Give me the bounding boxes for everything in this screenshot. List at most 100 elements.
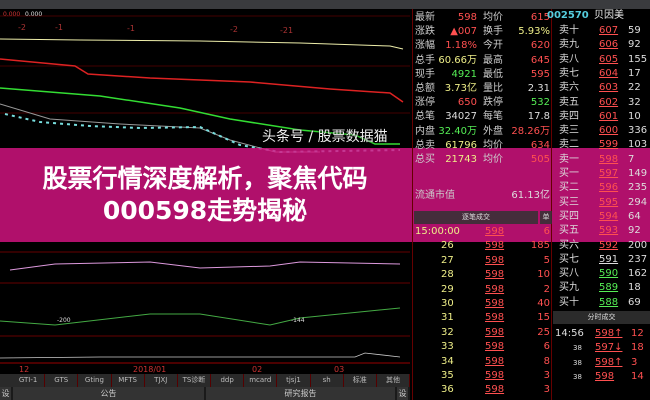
indicator-tab[interactable]: ddp — [211, 374, 245, 387]
book-price: 596 — [599, 182, 619, 194]
tick-row: 34 598 8 — [413, 355, 553, 369]
quote-label: 最高 — [483, 54, 503, 66]
indicator-tab[interactable]: 其他 — [377, 374, 411, 387]
tick-row: 28 598 10 — [413, 268, 553, 282]
settings-right-button[interactable]: 设 — [397, 387, 409, 400]
quote-value: 505 — [530, 154, 550, 165]
quote-label: 换手 — [483, 26, 503, 38]
order-book-row: 卖四 601 10 — [553, 110, 650, 124]
order-book-row: 买六 592 200 — [553, 239, 650, 253]
order-book-row: 卖八 605 155 — [553, 53, 650, 67]
book-price: 607 — [599, 25, 619, 36]
book-price: 595 — [599, 196, 619, 208]
indicator-tab[interactable]: MFTS — [112, 374, 145, 387]
quote-value: 634 — [530, 139, 550, 151]
tick-row: 35 598 3 — [413, 369, 553, 383]
minute-volume: 3 — [631, 356, 638, 368]
title-overlay — [0, 148, 650, 242]
book-level: 买一 — [559, 168, 579, 179]
order-book-row: 买三 595 294 — [553, 196, 650, 210]
tick-time: 15:00:00 — [415, 226, 460, 237]
tick-row: 15:00:00 598 6 — [413, 225, 553, 239]
tick-volume: 6 — [543, 226, 550, 237]
indicator-tab[interactable]: TS诊断 — [178, 374, 212, 387]
book-level: 买十 — [559, 296, 579, 308]
indicator-tab[interactable]: tjsj1 — [277, 374, 311, 387]
book-level: 卖三 — [559, 125, 579, 137]
quote-row: 现手 4921 最低 595 — [413, 68, 553, 82]
quote-value: 61796 — [445, 139, 477, 151]
top-bar — [0, 0, 650, 9]
book-level: 卖十 — [559, 25, 579, 36]
book-level: 卖五 — [559, 96, 579, 108]
minute-price: 598 — [595, 370, 615, 382]
announcement-tab[interactable]: 公告 — [12, 387, 204, 400]
book-price: 591 — [599, 253, 619, 265]
tick-volume: 8 — [543, 355, 550, 367]
book-volume: 10 — [628, 110, 641, 122]
quote-label: 跌停 — [483, 97, 503, 109]
book-volume: 59 — [628, 25, 641, 36]
tick-volume: 3 — [543, 384, 550, 396]
quote-row: 内盘 32.40万 外盘 28.26万 — [413, 125, 553, 139]
tick-time: 33 — [441, 341, 454, 353]
minute-trade-row: 38 598 14 — [553, 370, 650, 384]
order-book-row: 卖五 602 32 — [553, 96, 650, 110]
book-level: 卖一 — [559, 153, 579, 165]
book-volume: 18 — [628, 282, 641, 294]
tick-volume: 5 — [543, 254, 550, 266]
peak-label: -1 — [55, 23, 63, 32]
quote-label: 均价 — [483, 139, 503, 151]
book-volume: 237 — [628, 253, 648, 265]
settings-left-button[interactable]: 设 — [0, 387, 11, 400]
tick-time: 35 — [441, 370, 454, 381]
float-cap-row: 流通市值 61.13亿 — [413, 189, 553, 203]
quote-label: 涨跌 — [415, 26, 435, 38]
tick-volume: 185 — [530, 240, 550, 252]
quote-value: 32.40万 — [438, 125, 477, 137]
watermark: 头条号 / 股票数据猫 — [262, 129, 388, 145]
indicator-value: -144 — [291, 317, 305, 324]
quote-row: 最新 598 均价 615 — [413, 11, 553, 25]
book-level: 买六 — [559, 239, 579, 251]
indicator-tab[interactable]: GTI-1 — [12, 374, 46, 387]
book-volume: 22 — [628, 82, 641, 94]
peak-label: -21 — [280, 26, 293, 35]
tick-price: 598 — [485, 240, 505, 252]
float-cap-label: 流通市值 — [415, 190, 455, 201]
order-book-row: 卖七 604 17 — [553, 67, 650, 81]
book-level: 买三 — [559, 196, 579, 208]
quote-label: 涨停 — [415, 97, 435, 109]
book-volume: 103 — [628, 139, 648, 151]
indicator-tab[interactable]: GTS — [45, 374, 79, 387]
research-report-tab[interactable]: 研究报告 — [206, 387, 396, 400]
quote-label: 总卖 — [415, 139, 435, 151]
book-price: 598 — [599, 153, 619, 165]
indicator-line — [0, 307, 401, 326]
minute-volume: 18 — [631, 342, 644, 354]
tick-row: 31 598 15 — [413, 311, 553, 325]
book-volume: 7 — [628, 153, 635, 165]
book-price: 605 — [599, 53, 619, 65]
volume-line — [0, 352, 401, 359]
indicator-tab[interactable]: 标准 — [344, 374, 377, 387]
float-cap-value: 61.13亿 — [511, 190, 550, 201]
book-volume: 32 — [628, 96, 641, 108]
date-label: 12 — [19, 365, 29, 374]
quote-panel: 流通市值 61.13亿 逐笔成交 单 最新 598 均价 615 涨跌 ▲007 换手 5.9… — [412, 9, 552, 400]
indicator-tab[interactable]: Gting — [78, 374, 112, 387]
minute-time: 38 — [573, 358, 582, 367]
indicator-tab[interactable]: TJXJ — [145, 374, 178, 387]
book-level: 卖九 — [559, 39, 579, 51]
indicator-tab[interactable]: sh — [311, 374, 344, 387]
quote-row: 总买 21743 均价 505 — [413, 153, 553, 167]
tick-volume: 10 — [537, 269, 550, 281]
tick-price: 598 — [485, 298, 505, 309]
indicator-tab[interactable]: mcard — [244, 374, 278, 387]
minute-trade-row: 38 597↓ 18 — [553, 341, 650, 355]
order-book-row: 卖十 607 59 — [553, 24, 650, 38]
tick-time: 26 — [441, 240, 454, 252]
book-level: 卖八 — [559, 53, 579, 65]
order-book-row: 卖九 606 92 — [553, 38, 650, 52]
quote-label: 总额 — [415, 83, 435, 94]
